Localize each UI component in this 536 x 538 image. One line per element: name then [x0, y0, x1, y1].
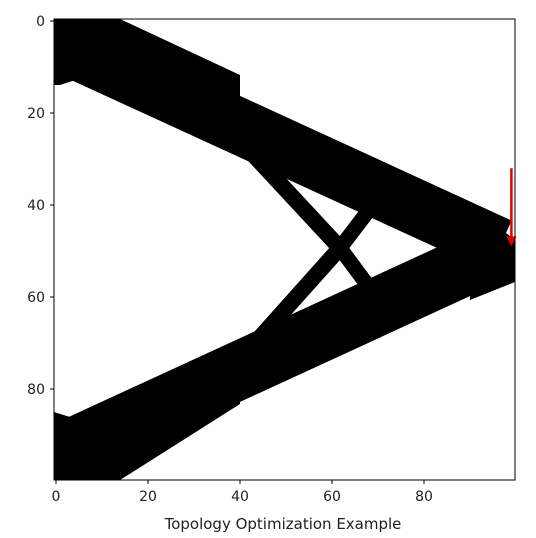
x-tick-label: 40	[231, 489, 249, 505]
plot-frame	[53, 18, 516, 481]
plot-area	[53, 18, 517, 481]
y-tick-label: 0	[36, 14, 45, 30]
diagonal-member-upper-right	[334, 180, 394, 253]
diagonal-member-lower-right	[333, 243, 393, 315]
x-axis: 0 20 40 60 80	[52, 480, 433, 505]
x-tick-label: 20	[139, 489, 157, 505]
y-tick-label: 20	[27, 106, 45, 122]
x-axis-label: Topology Optimization Example	[164, 515, 402, 533]
y-axis: 0 20 40 60 80	[27, 14, 54, 398]
topology-density-field	[54, 19, 515, 480]
x-tick-label: 0	[52, 489, 61, 505]
y-tick-label: 60	[27, 290, 45, 306]
x-tick-label: 80	[415, 489, 433, 505]
lower-chord	[54, 221, 515, 479]
load-arrow	[506, 168, 517, 247]
right-tip-material	[470, 205, 515, 300]
diagonal-member-upper-left	[228, 128, 346, 254]
diagonal-member-lower-left	[232, 242, 346, 368]
y-tick-label: 40	[27, 198, 45, 214]
upper-chord	[54, 19, 512, 272]
x-tick-label: 60	[323, 489, 341, 505]
load-arrow-head	[506, 236, 517, 247]
y-tick-label: 80	[27, 382, 45, 398]
